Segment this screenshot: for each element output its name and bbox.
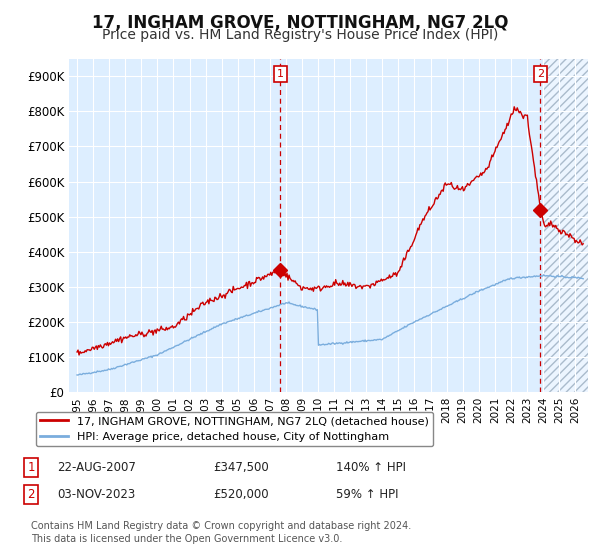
- Text: Contains HM Land Registry data © Crown copyright and database right 2024.: Contains HM Land Registry data © Crown c…: [31, 521, 412, 531]
- Text: 2: 2: [537, 69, 544, 79]
- Text: 17, INGHAM GROVE, NOTTINGHAM, NG7 2LQ: 17, INGHAM GROVE, NOTTINGHAM, NG7 2LQ: [92, 14, 508, 32]
- Text: 1: 1: [277, 69, 284, 79]
- Text: 03-NOV-2023: 03-NOV-2023: [57, 488, 135, 501]
- Text: 2: 2: [28, 488, 35, 501]
- Text: 22-AUG-2007: 22-AUG-2007: [57, 461, 136, 474]
- Bar: [543, 59, 588, 392]
- Legend: 17, INGHAM GROVE, NOTTINGHAM, NG7 2LQ (detached house), HPI: Average price, deta: 17, INGHAM GROVE, NOTTINGHAM, NG7 2LQ (d…: [35, 412, 433, 446]
- Text: 140% ↑ HPI: 140% ↑ HPI: [336, 461, 406, 474]
- Text: £520,000: £520,000: [213, 488, 269, 501]
- Text: Price paid vs. HM Land Registry's House Price Index (HPI): Price paid vs. HM Land Registry's House …: [102, 28, 498, 42]
- Bar: [543, 59, 588, 392]
- Text: £347,500: £347,500: [213, 461, 269, 474]
- Text: 1: 1: [28, 461, 35, 474]
- Text: 59% ↑ HPI: 59% ↑ HPI: [336, 488, 398, 501]
- Text: This data is licensed under the Open Government Licence v3.0.: This data is licensed under the Open Gov…: [31, 534, 343, 544]
